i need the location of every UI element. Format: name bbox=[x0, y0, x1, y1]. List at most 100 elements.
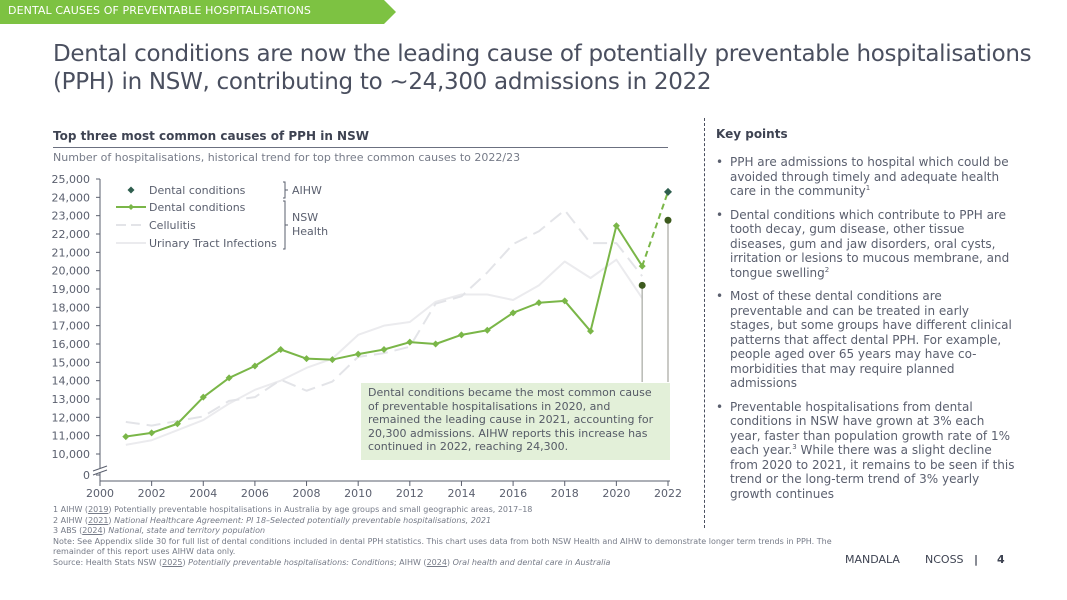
footnote-ref: 2 bbox=[824, 265, 830, 274]
footnote-ref: 1 bbox=[865, 184, 871, 192]
series-line-dental-projection bbox=[641, 191, 669, 267]
footnote-note: Note: See Appendix slide 30 for full lis… bbox=[53, 536, 832, 557]
x-tick-label: 2018 bbox=[551, 487, 579, 500]
y-tick-label: 17,000 bbox=[52, 320, 91, 333]
y-tick-label: 21,000 bbox=[52, 246, 91, 259]
footnote-ref: 3 bbox=[792, 443, 797, 451]
x-tick-label: 2020 bbox=[602, 487, 630, 500]
legend-bracket-aihw bbox=[283, 181, 288, 199]
data-point-dental-nsw bbox=[535, 299, 543, 307]
line-chart: 0 10,000 11,000 12,000 13,000 14,000 15,000 16,… bbox=[52, 173, 683, 500]
legend-swatch-dental-aihw bbox=[127, 186, 135, 194]
data-point-dental-nsw bbox=[328, 356, 336, 364]
y-tick-label: 10,000 bbox=[52, 448, 91, 461]
key-point-text: PPH are admissions to hospital which cou… bbox=[730, 155, 1009, 198]
key-point-item: PPH are admissions to hospital which cou… bbox=[716, 155, 1016, 199]
citation-year-link[interactable]: 2019 bbox=[88, 505, 109, 514]
legend-label-cellulitis: Cellulitis bbox=[149, 219, 196, 232]
legend-swatch-dental-nsw-marker bbox=[128, 204, 134, 210]
citation-year-link[interactable]: 2024 bbox=[82, 526, 103, 535]
y-tick-label: 25,000 bbox=[52, 173, 91, 186]
data-point-dental-nsw bbox=[509, 309, 517, 317]
y-tick-label: 11,000 bbox=[52, 430, 91, 443]
x-tick-label: 2008 bbox=[293, 487, 321, 500]
key-point-item: Dental conditions which contribute to PP… bbox=[716, 208, 1016, 281]
chart-annotation: Dental conditions became the most common… bbox=[361, 383, 670, 460]
key-points-list: PPH are admissions to hospital which cou… bbox=[716, 155, 1016, 510]
footer-ncoss-logo: NCOSS bbox=[925, 553, 964, 566]
key-points-title: Key points bbox=[716, 127, 788, 141]
x-tick-label: 2006 bbox=[241, 487, 269, 500]
y-tick-label: 15,000 bbox=[52, 356, 91, 369]
column-divider bbox=[704, 118, 705, 528]
y-tick-label: 16,000 bbox=[52, 338, 91, 351]
citation-year-link[interactable]: 2024 bbox=[426, 557, 447, 567]
footer-mandala-logo: MANDALA bbox=[845, 553, 900, 566]
data-point-dental-nsw bbox=[277, 346, 285, 353]
data-point-dental-nsw bbox=[251, 362, 259, 370]
y-tick-label: 18,000 bbox=[52, 301, 91, 314]
data-point-dental-nsw bbox=[354, 350, 362, 358]
y-tick-label: 0 bbox=[83, 469, 90, 482]
data-point-dental-nsw bbox=[199, 393, 207, 401]
x-tick-label: 2016 bbox=[499, 487, 527, 500]
data-point-dental-nsw bbox=[483, 326, 491, 334]
citation-year-link[interactable]: 2021 bbox=[88, 515, 109, 525]
y-tick-label: 20,000 bbox=[52, 265, 91, 278]
chart-subtitle: Number of hospitalisations, historical t… bbox=[53, 151, 521, 164]
page-title: Dental conditions are now the leading ca… bbox=[53, 41, 1032, 95]
y-tick-label: 19,000 bbox=[52, 283, 91, 296]
y-tick-label: 22,000 bbox=[52, 228, 91, 241]
series-line-uti bbox=[125, 258, 644, 446]
chart-legend: Dental conditions Dental conditions Cellul… bbox=[116, 181, 328, 250]
data-point-dental-nsw bbox=[122, 433, 130, 441]
footnotes: 1 AIHW (2019) Potentially preventable ho… bbox=[53, 505, 833, 568]
y-tick-label: 24,000 bbox=[52, 191, 91, 204]
legend-group-aihw: AIHW bbox=[292, 184, 322, 197]
x-tick-label: 2022 bbox=[654, 487, 682, 500]
legend-bracket-nsw bbox=[283, 200, 288, 250]
key-point-item: Most of these dental conditions are prev… bbox=[716, 289, 1016, 391]
axis-break-mark bbox=[92, 465, 108, 472]
data-point-dental-nsw bbox=[148, 429, 156, 437]
axes-layer: 0 10,000 11,000 12,000 13,000 14,000 15,000 16,… bbox=[52, 173, 683, 500]
key-point-text: Preventable hospitalisations from dental… bbox=[730, 399, 1010, 458]
data-point-dental-nsw bbox=[561, 297, 569, 305]
footnote-1: 1 AIHW (2019) Potentially preventable ho… bbox=[53, 505, 533, 514]
page-number: 4 bbox=[997, 553, 1005, 566]
chart-title: Top three most common causes of PPH in N… bbox=[53, 129, 369, 143]
data-point-dental-nsw bbox=[225, 374, 233, 382]
key-point-item: Preventable hospitalisations from dental… bbox=[716, 400, 1016, 502]
footnote-2: 2 AIHW (2021) National Healthcare Agreem… bbox=[53, 515, 492, 525]
data-point-dental-nsw bbox=[612, 222, 620, 230]
banner-arrow-shape bbox=[0, 0, 396, 24]
data-point-dental-nsw bbox=[587, 327, 595, 335]
citation-year-link[interactable]: 2025 bbox=[162, 557, 183, 567]
data-point-dental-nsw bbox=[173, 420, 181, 428]
section-banner: DENTAL CAUSES OF PREVENTABLE HOSPITALISA… bbox=[0, 0, 396, 24]
key-point-text: Most of these dental conditions are prev… bbox=[730, 289, 1012, 390]
data-point-dental-nsw bbox=[432, 340, 440, 348]
y-tick-label: 14,000 bbox=[52, 375, 91, 388]
series-layer bbox=[122, 187, 672, 446]
x-tick-label: 2010 bbox=[344, 487, 372, 500]
legend-label-uti: Urinary Tract Infections bbox=[149, 237, 277, 250]
x-tick-label: 2014 bbox=[447, 487, 475, 500]
data-point-dental-aihw bbox=[664, 187, 672, 196]
footnote-3: 3 ABS (2024) National, state and territo… bbox=[53, 526, 266, 535]
y-tick-label: 12,000 bbox=[52, 411, 91, 424]
banner-label: DENTAL CAUSES OF PREVENTABLE HOSPITALISA… bbox=[8, 4, 311, 17]
y-tick-label: 23,000 bbox=[52, 210, 91, 223]
data-point-aihw-dot bbox=[664, 216, 672, 224]
legend-label-dental_nsw: Dental conditions bbox=[149, 201, 246, 214]
series-line-cellulitis bbox=[125, 209, 643, 427]
legend-group-nsw-health-line2: Health bbox=[292, 225, 328, 238]
x-tick-label: 2002 bbox=[138, 487, 166, 500]
data-point-aihw-dot bbox=[638, 281, 646, 289]
data-point-dental-nsw bbox=[457, 331, 465, 339]
data-point-dental-nsw bbox=[406, 338, 414, 346]
key-point-text-cont: While there was a slight decline from 20… bbox=[730, 443, 1015, 501]
y-tick-label: 13,000 bbox=[52, 393, 91, 406]
legend-group-nsw-health: NSW bbox=[292, 211, 318, 224]
axis-break-mark bbox=[92, 469, 108, 476]
